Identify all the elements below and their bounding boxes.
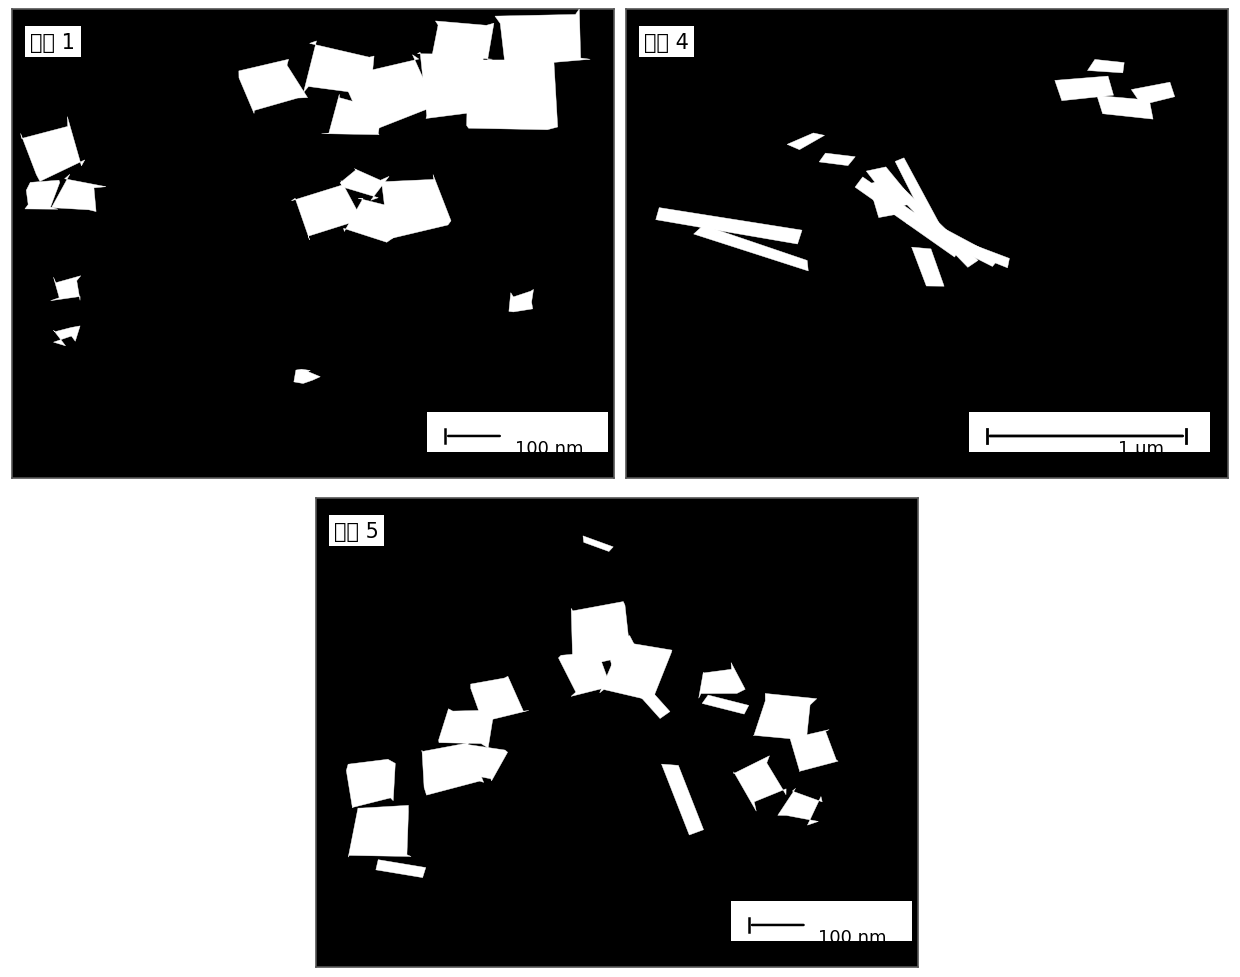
Polygon shape — [702, 696, 749, 714]
Polygon shape — [661, 764, 703, 835]
Polygon shape — [734, 756, 786, 811]
Polygon shape — [754, 694, 817, 741]
Polygon shape — [1055, 77, 1114, 102]
Polygon shape — [1097, 97, 1153, 120]
Polygon shape — [239, 61, 308, 114]
Polygon shape — [906, 213, 999, 267]
Polygon shape — [495, 10, 590, 77]
Polygon shape — [25, 181, 60, 210]
Text: 实例 1: 实例 1 — [31, 32, 76, 53]
Polygon shape — [558, 650, 610, 697]
Polygon shape — [376, 860, 425, 877]
Polygon shape — [418, 53, 484, 119]
Polygon shape — [624, 673, 670, 719]
Polygon shape — [867, 168, 915, 208]
Polygon shape — [693, 226, 808, 272]
Polygon shape — [346, 759, 396, 808]
Polygon shape — [615, 636, 655, 692]
Polygon shape — [439, 709, 494, 748]
Polygon shape — [895, 189, 978, 268]
FancyBboxPatch shape — [428, 413, 608, 453]
Text: 实例 5: 实例 5 — [335, 521, 379, 541]
Polygon shape — [698, 662, 745, 699]
Polygon shape — [21, 117, 84, 182]
Polygon shape — [572, 602, 634, 666]
Polygon shape — [1087, 61, 1125, 74]
Polygon shape — [925, 231, 1009, 269]
Polygon shape — [777, 788, 822, 826]
Polygon shape — [291, 181, 363, 240]
Text: 实例 4: 实例 4 — [645, 32, 689, 53]
Polygon shape — [600, 641, 672, 701]
Polygon shape — [345, 56, 435, 133]
Polygon shape — [340, 170, 389, 201]
Polygon shape — [790, 730, 838, 772]
Polygon shape — [422, 740, 484, 795]
Polygon shape — [321, 95, 383, 136]
Polygon shape — [856, 178, 961, 258]
FancyBboxPatch shape — [732, 902, 911, 942]
Polygon shape — [430, 21, 494, 61]
Polygon shape — [382, 175, 451, 239]
Polygon shape — [787, 134, 825, 150]
Polygon shape — [820, 154, 856, 166]
Polygon shape — [466, 58, 558, 131]
Polygon shape — [52, 175, 105, 212]
Polygon shape — [304, 42, 374, 95]
Polygon shape — [471, 676, 529, 728]
Text: 100 nm: 100 nm — [515, 440, 583, 457]
Polygon shape — [895, 158, 946, 240]
Polygon shape — [51, 276, 81, 301]
Polygon shape — [508, 290, 533, 313]
Polygon shape — [911, 248, 944, 287]
Polygon shape — [451, 742, 507, 781]
Polygon shape — [348, 805, 412, 857]
FancyBboxPatch shape — [968, 413, 1209, 453]
Polygon shape — [869, 178, 899, 218]
Polygon shape — [53, 326, 81, 347]
Polygon shape — [343, 199, 396, 243]
Text: 100 nm: 100 nm — [818, 928, 887, 946]
Polygon shape — [598, 615, 635, 681]
Polygon shape — [294, 370, 320, 384]
Text: 1 μm: 1 μm — [1118, 440, 1164, 457]
Polygon shape — [1131, 83, 1174, 106]
Polygon shape — [583, 536, 614, 552]
Polygon shape — [656, 208, 802, 245]
